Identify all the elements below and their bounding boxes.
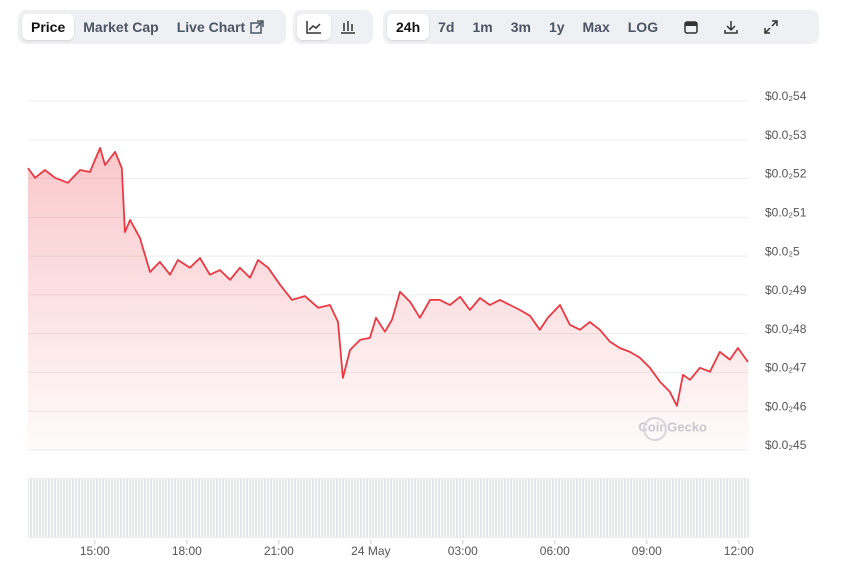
x-tick-label: 06:00	[540, 544, 570, 558]
y-tick-label: $0.0₂49	[765, 283, 807, 297]
candle-chart-button[interactable]	[331, 14, 365, 40]
range-tabs: 24h 7d 1m 3m 1y Max LOG	[383, 10, 819, 44]
view-tab[interactable]: Market Cap	[83, 19, 159, 35]
x-tick-label: 21:00	[264, 544, 294, 558]
x-tick-label: 12:00	[724, 544, 754, 558]
y-tick-label: $0.0₂52	[765, 167, 807, 181]
area-fill	[28, 147, 748, 450]
range-tab[interactable]: Max	[582, 19, 610, 35]
line-chart-button[interactable]	[297, 14, 331, 40]
price-line	[27, 147, 749, 407]
y-tick-label: $0.0₂51	[765, 206, 807, 220]
x-tick-label: 18:00	[172, 544, 202, 558]
watermark: CoinGecko	[638, 419, 707, 434]
download-button[interactable]	[715, 14, 747, 40]
view-tabs: Price Market Cap Live Chart	[18, 10, 286, 44]
range-tab[interactable]: 1y	[548, 19, 565, 35]
range-tab[interactable]: LOG	[627, 19, 659, 35]
x-tick-label: 03:00	[448, 544, 478, 558]
range-tab[interactable]: 1m	[472, 19, 493, 35]
y-tick-label: $0.0₂5	[765, 244, 800, 258]
x-tick-label: 24 May	[351, 544, 390, 558]
watermark-logo	[643, 417, 667, 441]
view-tab[interactable]: Price	[22, 14, 75, 40]
y-tick-label: $0.0₂47	[765, 361, 807, 375]
calendar-button[interactable]	[675, 14, 707, 40]
y-tick-label: $0.0₂53	[765, 128, 807, 142]
y-tick-label: $0.0₂54	[765, 89, 807, 103]
range-tab[interactable]: 7d	[438, 19, 455, 35]
x-tick-label: 15:00	[80, 544, 110, 558]
y-tick-label: $0.0₂48	[765, 322, 807, 336]
fullscreen-button[interactable]	[755, 14, 787, 40]
external-link-icon	[250, 20, 264, 34]
view-tab[interactable]: Live Chart	[168, 14, 273, 40]
range-tab[interactable]: 24h	[387, 14, 430, 40]
x-tick-label: 09:00	[632, 544, 662, 558]
chart-style-tabs	[293, 10, 373, 44]
y-tick-label: $0.0₂45	[765, 438, 807, 452]
volume-band	[28, 478, 750, 538]
range-tab[interactable]: 3m	[510, 19, 531, 35]
y-tick-label: $0.0₂46	[765, 399, 807, 413]
